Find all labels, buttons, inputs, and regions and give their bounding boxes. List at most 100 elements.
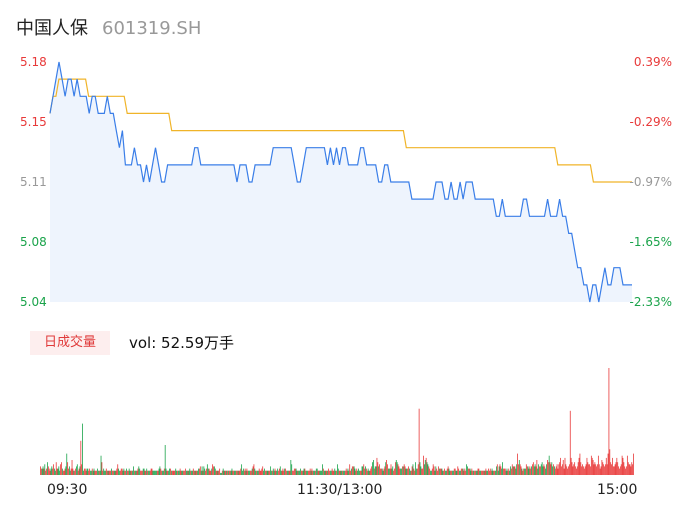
volume-bar <box>515 468 517 475</box>
volume-bar <box>576 466 578 475</box>
volume-bar <box>206 468 207 475</box>
volume-bar <box>209 470 211 475</box>
volume-bar <box>232 470 234 475</box>
volume-bar <box>600 466 602 475</box>
volume-bar <box>228 470 229 475</box>
volume-bar <box>500 466 502 475</box>
volume-bar <box>46 468 47 475</box>
volume-bar <box>278 470 279 475</box>
volume-bar <box>346 470 348 475</box>
volume-bar <box>105 470 106 475</box>
volume-bar <box>108 470 110 475</box>
volume-bar <box>461 468 463 475</box>
volume-bar <box>61 468 63 475</box>
volume-bar <box>282 468 284 475</box>
volume-bar <box>619 468 620 475</box>
volume-bar <box>50 468 52 475</box>
volume-bar <box>119 470 120 475</box>
volume-bar <box>379 464 380 475</box>
volume-bar <box>467 468 469 475</box>
volume-bar <box>186 470 188 475</box>
volume-bar <box>281 470 283 475</box>
volume-bar <box>531 466 532 475</box>
volume-bar <box>263 470 264 475</box>
volume-bar <box>467 466 468 475</box>
volume-bar <box>521 468 523 475</box>
volume-bar <box>597 455 599 475</box>
time-axis-label: 15:00 <box>597 482 638 498</box>
pct-axis-label: -2.33% <box>629 295 672 309</box>
volume-bar <box>620 464 622 475</box>
volume-bar <box>559 462 561 475</box>
volume-bar <box>170 470 172 475</box>
volume-bar <box>546 464 547 475</box>
volume-bar <box>343 470 344 475</box>
volume-bar <box>250 470 252 475</box>
volume-bar <box>235 470 236 475</box>
volume-bar <box>261 468 263 475</box>
volume-bar <box>271 470 273 475</box>
volume-bar <box>419 462 421 475</box>
volume-bar <box>182 470 184 475</box>
volume-bar <box>468 468 470 475</box>
volume-bar <box>511 464 513 475</box>
volume-bar <box>432 464 434 475</box>
volume-bar <box>99 470 101 475</box>
volume-bar <box>324 470 326 475</box>
volume-bar <box>195 470 197 475</box>
volume-bar <box>621 455 623 475</box>
volume-bar <box>148 470 150 475</box>
volume-bar <box>119 470 121 475</box>
volume-bar <box>107 470 109 475</box>
volume-bar <box>308 470 309 475</box>
volume-bar <box>296 470 298 475</box>
volume-bar <box>607 453 609 475</box>
volume-bar <box>351 466 353 475</box>
volume-bar <box>130 470 132 475</box>
volume-bar <box>547 462 549 475</box>
volume-bar <box>602 462 604 475</box>
volume-bar <box>445 470 447 475</box>
volume-bar <box>595 464 597 475</box>
volume-bar <box>229 470 231 475</box>
volume-bar <box>370 468 372 475</box>
volume-bar <box>197 470 199 475</box>
volume-bar <box>312 470 314 475</box>
volume-bar <box>330 470 332 475</box>
volume-bar <box>552 466 554 475</box>
volume-bar <box>460 468 462 475</box>
volume-bar <box>247 470 249 475</box>
volume-bar <box>87 468 89 475</box>
volume-bar <box>293 470 294 475</box>
volume-bar <box>539 466 541 475</box>
volume-bar <box>477 468 479 475</box>
volume-bar <box>298 470 300 475</box>
volume-bar <box>227 470 228 475</box>
volume-bar <box>442 470 444 475</box>
volume-bar <box>499 464 501 475</box>
volume-bar <box>632 464 634 475</box>
volume-bar <box>56 468 58 475</box>
volume-bar <box>364 468 366 475</box>
volume-bar <box>626 455 628 475</box>
volume-bar <box>93 468 95 475</box>
volume-bar <box>242 470 243 475</box>
volume-bar <box>252 466 254 475</box>
volume-bar <box>517 453 518 475</box>
volume-bar <box>495 470 496 475</box>
volume-bar <box>221 470 223 475</box>
volume-bar <box>342 470 344 475</box>
volume-bar <box>456 470 458 475</box>
volume-bar <box>401 468 402 475</box>
volume-bar <box>241 464 243 475</box>
volume-bar <box>436 468 438 475</box>
volume-bar <box>430 470 431 475</box>
volume-bar <box>400 468 402 475</box>
volume-bar <box>331 468 333 475</box>
volume-bar <box>273 470 275 475</box>
volume-tag[interactable]: 日成交量 <box>30 331 110 355</box>
volume-bar <box>75 468 76 475</box>
volume-bar <box>631 462 633 475</box>
volume-bar <box>322 464 323 475</box>
volume-bar <box>214 468 216 475</box>
